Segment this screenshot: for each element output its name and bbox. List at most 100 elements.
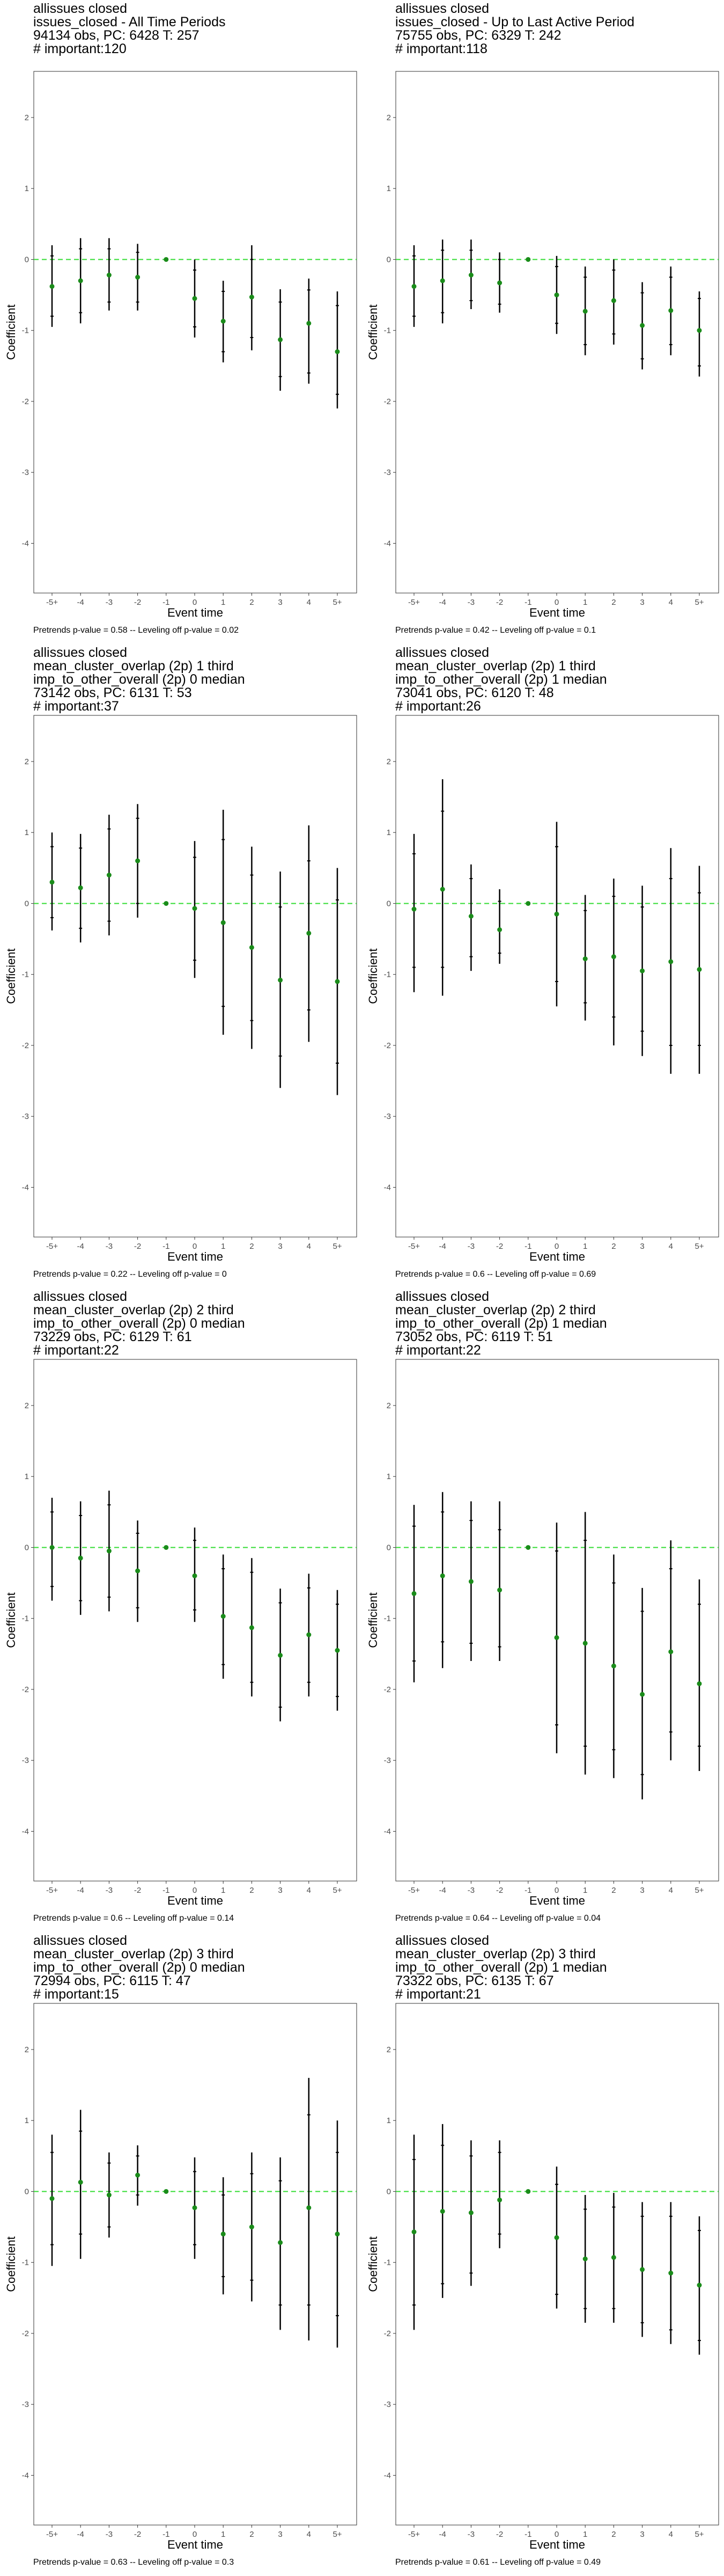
y-tick-label: 2 — [387, 757, 391, 766]
point-estimate — [411, 906, 417, 912]
y-tick-label: 0 — [25, 899, 29, 908]
y-tick-label: -1 — [384, 2258, 391, 2267]
x-tick-label: -5+ — [408, 1886, 420, 1895]
point-estimate — [278, 337, 283, 342]
y-tick-label: 1 — [25, 828, 29, 837]
point-estimate — [697, 1681, 702, 1686]
y-tick-label: -1 — [384, 1614, 391, 1623]
x-tick-label: 4 — [669, 1886, 673, 1895]
x-tick-label: -1 — [162, 2530, 169, 2539]
x-tick-label: -4 — [77, 2530, 84, 2539]
x-tick-label: 1 — [221, 598, 225, 607]
point-estimate — [526, 257, 531, 262]
x-tick-label: -5+ — [46, 598, 58, 607]
header-line: allissues closed — [33, 1933, 128, 1948]
chart-plot: -4 -3 -2 -1 0 1 2 -5+ -4 -3 -2 -1 0 1 2 3 4 5+ Event time C… — [366, 71, 719, 619]
point-estimate — [697, 2282, 702, 2288]
x-tick-label: -4 — [77, 1886, 84, 1895]
point-estimate — [220, 1614, 226, 1619]
x-tick-label: 1 — [583, 1242, 587, 1251]
x-tick-label: 5+ — [333, 1886, 342, 1895]
y-tick-label: -1 — [384, 970, 391, 979]
chart-panel-8: allissues closed mean_cluster_overlap (2p… — [362, 1932, 724, 2576]
header-line: 73052 obs, PC: 6119 T: 51 — [395, 1329, 553, 1344]
x-tick-label: 5+ — [695, 1886, 704, 1895]
x-tick-label: 4 — [307, 1242, 311, 1251]
x-tick-label: 2 — [611, 1886, 616, 1895]
pvalue-footnote: Pretrends p-value = 0.42 -- Leveling off… — [395, 626, 596, 635]
point-estimate — [440, 887, 445, 892]
x-tick-label: 4 — [307, 2530, 311, 2539]
point-estimate — [411, 1591, 417, 1596]
point-estimate — [497, 927, 503, 932]
x-tick-label: -5+ — [46, 2530, 58, 2539]
x-tick-label: -2 — [134, 598, 141, 607]
point-estimate — [78, 2179, 83, 2185]
point-estimate — [526, 2189, 531, 2194]
x-axis-title: Event time — [529, 1894, 585, 1907]
header-line: 73322 obs, PC: 6135 T: 67 — [395, 1973, 554, 1988]
pvalue-footnote: Pretrends p-value = 0.64 -- Leveling off… — [395, 1914, 601, 1923]
y-tick-label: 1 — [25, 184, 29, 193]
y-tick-label: -4 — [22, 1183, 29, 1192]
y-tick-label: -2 — [384, 397, 391, 406]
x-tick-label: 0 — [193, 1242, 197, 1251]
point-estimate — [440, 2208, 445, 2214]
x-tick-label: -3 — [106, 598, 113, 607]
point-estimate — [306, 320, 312, 326]
point-estimate — [697, 967, 702, 972]
y-tick-label: -4 — [384, 1827, 391, 1836]
y-axis-title: Coefficient — [4, 2236, 18, 2292]
x-axis-title: Event time — [529, 2538, 585, 2551]
x-tick-label: -3 — [106, 1242, 113, 1251]
panel-header: allissues closed mean_cluster_overlap (2p… — [395, 1290, 607, 1357]
x-tick-label: -3 — [468, 2530, 475, 2539]
header-line: issues_closed - Up to Last Active Period — [395, 14, 635, 30]
chart-panel-2: allissues closed issues_closed - Up to La… — [362, 0, 724, 644]
point-estimate — [164, 1545, 169, 1550]
x-tick-label: -1 — [162, 1886, 169, 1895]
x-tick-label: -3 — [468, 598, 475, 607]
y-tick-label: -2 — [22, 1041, 29, 1050]
point-estimate — [49, 1545, 55, 1550]
point-estimate — [611, 2255, 616, 2260]
point-estimate — [668, 2271, 674, 2276]
header-line: allissues closed — [395, 1289, 490, 1304]
x-axis-title: Event time — [167, 2538, 223, 2551]
point-estimate — [164, 257, 169, 262]
x-tick-label: -3 — [468, 1242, 475, 1251]
header-line: 75755 obs, PC: 6329 T: 242 — [395, 28, 562, 43]
point-estimate — [554, 1635, 559, 1640]
header-line: mean_cluster_overlap (2p) 1 third — [395, 658, 596, 674]
x-tick-label: 3 — [640, 2530, 644, 2539]
chart-panel-6: allissues closed mean_cluster_overlap (2p… — [362, 1288, 724, 1932]
x-tick-label: -4 — [439, 2530, 446, 2539]
y-axis-title: Coefficient — [4, 1592, 18, 1648]
x-tick-label: 3 — [640, 1242, 644, 1251]
x-tick-label: 3 — [278, 1242, 282, 1251]
panel-header: allissues closed mean_cluster_overlap (2p… — [395, 646, 607, 713]
panel-header: allissues closed issues_closed - Up to La… — [395, 2, 634, 56]
y-tick-label: 1 — [25, 2116, 29, 2125]
y-tick-label: -3 — [384, 1112, 391, 1121]
x-tick-label: -4 — [77, 1242, 84, 1251]
x-tick-label: -2 — [496, 1242, 503, 1251]
x-tick-label: 0 — [193, 2530, 197, 2539]
x-tick-label: 1 — [221, 1886, 225, 1895]
header-line: 73229 obs, PC: 6129 T: 61 — [33, 1329, 192, 1344]
x-tick-label: 4 — [307, 598, 311, 607]
point-estimate — [306, 931, 312, 936]
x-tick-label: -4 — [439, 598, 446, 607]
y-tick-label: -3 — [384, 2400, 391, 2409]
point-estimate — [192, 1573, 197, 1578]
x-tick-label: 3 — [278, 598, 282, 607]
y-tick-label: -1 — [384, 326, 391, 335]
y-tick-label: -1 — [22, 326, 29, 335]
x-tick-label: 5+ — [695, 598, 704, 607]
x-tick-label: -3 — [106, 1886, 113, 1895]
chart-panel-4: allissues closed mean_cluster_overlap (2p… — [362, 644, 724, 1288]
point-estimate — [135, 2172, 141, 2178]
x-tick-label: -1 — [524, 2530, 531, 2539]
point-estimate — [668, 959, 674, 964]
x-tick-label: -4 — [439, 1886, 446, 1895]
